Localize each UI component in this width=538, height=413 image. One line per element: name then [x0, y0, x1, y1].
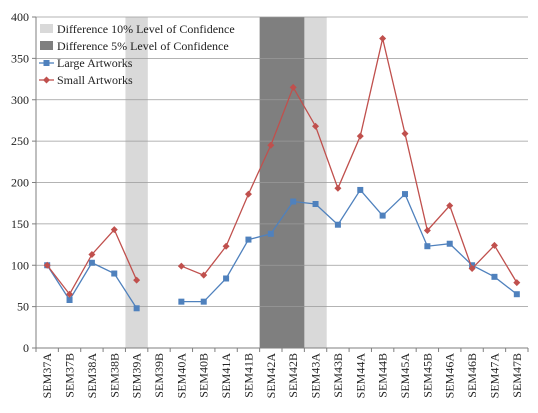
small-artworks-point-SEM47A — [490, 241, 498, 249]
small-artworks-point-SEM46A — [446, 202, 454, 210]
small-artworks-point-SEM40B — [200, 271, 208, 279]
large-artworks-point-SEM41B — [245, 236, 252, 243]
large-artworks-point-SEM40A — [178, 298, 185, 305]
x-tick-label-SEM37B: SEM37B — [63, 353, 77, 398]
small-artworks-point-SEM37A — [43, 261, 51, 269]
small-artworks-point-SEM44A — [356, 132, 364, 140]
small-artworks-point-SEM43B — [334, 184, 342, 192]
y-tick-label-200: 200 — [11, 176, 29, 190]
large-artworks-line-segment-1 — [46, 261, 138, 309]
y-tick-label-350: 350 — [11, 51, 29, 65]
large-artworks-point-SEM44A — [357, 186, 364, 193]
small-artworks-line-segment-2 — [181, 38, 518, 283]
x-tick-label-SEM43B: SEM43B — [331, 353, 345, 398]
large-artworks-line-segment-2 — [181, 188, 518, 303]
y-tick-label-50: 50 — [17, 300, 29, 314]
x-tick-label-SEM44B: SEM44B — [376, 353, 390, 398]
small-artworks-point-SEM42B — [289, 83, 297, 91]
large-artworks-point-SEM39A — [133, 305, 140, 312]
large-artworks-point-SEM45A — [402, 191, 408, 198]
small-artworks-point-SEM41B — [244, 190, 252, 198]
x-tick-label-SEM39A: SEM39A — [130, 353, 144, 399]
x-tick-label-SEM45B: SEM45B — [420, 353, 434, 398]
large-artworks-point-SEM43A — [312, 201, 319, 208]
x-tick-label-SEM40B: SEM40B — [197, 353, 211, 398]
large-artworks-point-SEM38B — [111, 270, 118, 277]
large-artworks-point-SEM37B — [66, 297, 73, 304]
large-artworks-point-SEM41A — [223, 275, 230, 282]
y-tick-label-150: 150 — [11, 217, 29, 231]
y-tick-label-400: 400 — [11, 10, 29, 24]
small-artworks-point-SEM44B — [379, 35, 387, 43]
small-artworks-point-SEM39A — [133, 276, 141, 284]
y-tick-label-300: 300 — [11, 93, 29, 107]
small-artworks-point-SEM38A — [88, 250, 96, 258]
large-artworks-point-SEM38A — [88, 259, 95, 266]
x-tick-label-SEM38B: SEM38B — [107, 353, 121, 398]
small-artworks-point-SEM46B — [468, 265, 476, 273]
y-tick-labels: 0 50 100 150 200 250 300 350 400 — [11, 10, 29, 355]
large-artworks-point-SEM46A — [446, 240, 453, 247]
legend-label-large-artworks: Large Artworks — [57, 56, 133, 70]
legend-label-small-artworks: Small Artworks — [57, 73, 133, 87]
small-artworks-point-SEM45A — [401, 130, 409, 138]
small-artworks-point-SEM43A — [312, 122, 320, 130]
y-tick-label-100: 100 — [11, 258, 29, 272]
x-tick-label-SEM47A: SEM47A — [487, 353, 501, 399]
large-artworks-point-SEM47B — [513, 291, 520, 298]
x-tick-label-SEM40A: SEM40A — [174, 353, 188, 399]
x-tick-label-SEM42A: SEM42A — [264, 353, 278, 399]
x-tick-label-SEM37A: SEM37A — [40, 353, 54, 399]
x-tick-label-SEM45A: SEM45A — [398, 353, 412, 399]
axes — [32, 16, 529, 352]
small-artworks-point-SEM41A — [222, 242, 230, 250]
small-artworks-point-SEM47B — [513, 279, 521, 287]
x-tick-label-SEM39B: SEM39B — [152, 353, 166, 398]
x-tick-label-SEM41B: SEM41B — [241, 353, 255, 398]
x-tick-labels: SEM37A SEM37B SEM38A SEM38B SEM39A SEM39B SEM4… — [40, 353, 524, 399]
legend-swatch-difference-10-level-of-confidence — [40, 24, 53, 33]
small-artworks-point-SEM42A — [267, 141, 275, 149]
small-artworks-point-SEM37B — [66, 290, 74, 298]
large-artworks-point-SEM44B — [379, 212, 386, 219]
x-tick-label-SEM42B: SEM42B — [286, 353, 300, 398]
x-tick-label-SEM46B: SEM46B — [465, 353, 479, 398]
small-artworks-point-SEM38B — [110, 226, 118, 234]
data-series — [43, 35, 521, 312]
small-artworks-point-SEM45B — [423, 226, 431, 234]
legend-marker-large-artworks — [43, 60, 50, 66]
x-tick-label-SEM38A: SEM38A — [85, 353, 99, 399]
legend-label-difference-5-level-of-confidence: Difference 5% Level of Confidence — [57, 39, 229, 53]
large-artworks-point-SEM42A — [267, 230, 274, 237]
legend: Difference 10% Level of Confidence Differ… — [39, 22, 235, 87]
large-artworks-point-SEM42B — [290, 198, 297, 205]
legend-marker-small-artworks — [43, 76, 50, 84]
x-tick-label-SEM44A: SEM44A — [353, 353, 367, 399]
y-tick-label-0: 0 — [23, 341, 29, 355]
x-tick-label-SEM41A: SEM41A — [219, 353, 233, 399]
legend-label-difference-10-level-of-confidence: Difference 10% Level of Confidence — [57, 22, 235, 36]
x-tick-label-SEM47B: SEM47B — [510, 353, 524, 398]
large-artworks-point-SEM47A — [491, 273, 498, 280]
x-tick-label-SEM43A: SEM43A — [309, 353, 323, 399]
legend-swatch-difference-5-level-of-confidence — [40, 41, 53, 50]
large-artworks-point-SEM45B — [424, 243, 431, 250]
small-artworks-point-SEM40A — [177, 262, 185, 270]
y-tick-label-250: 250 — [11, 134, 29, 148]
large-artworks-point-SEM40B — [200, 298, 207, 305]
large-artworks-point-SEM43B — [334, 221, 341, 228]
x-tick-label-SEM46A: SEM46A — [443, 353, 457, 399]
gridlines — [36, 16, 528, 308]
